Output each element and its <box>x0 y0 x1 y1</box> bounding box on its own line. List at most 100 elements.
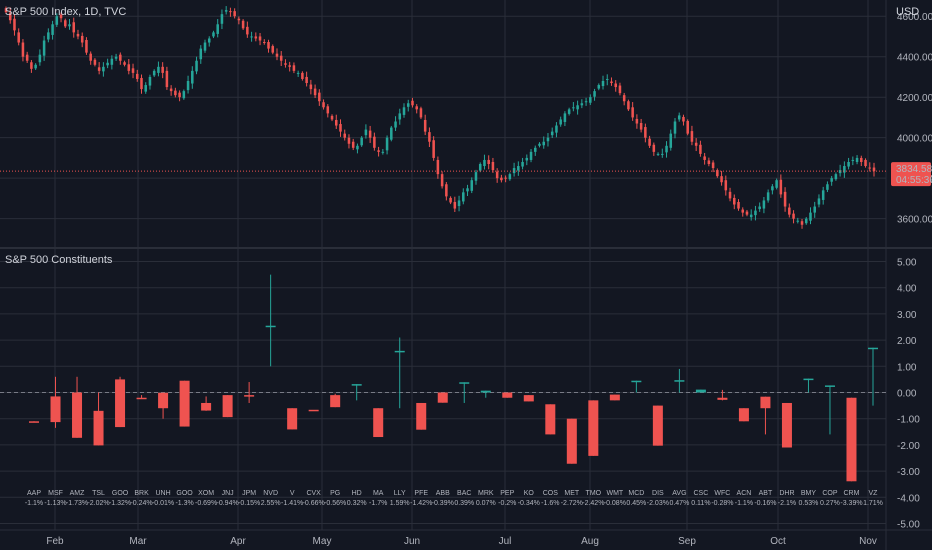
price-candle <box>339 124 342 132</box>
constituent-change-label: -0.15% <box>238 500 260 507</box>
price-candle <box>707 160 711 165</box>
constituent-ticker-label: JNJ <box>222 490 234 497</box>
constituent-ticker-label: COS <box>543 490 559 497</box>
price-candle <box>186 80 190 91</box>
price-candle <box>102 66 105 72</box>
constituent-candle <box>308 409 319 412</box>
price-candle <box>38 54 42 63</box>
price-candle <box>474 172 478 181</box>
constituent-change-label: -1.1% <box>25 500 43 507</box>
price-candle <box>114 56 118 59</box>
constituent-change-label: -1.3% <box>175 500 193 507</box>
price-candle <box>195 60 198 72</box>
price-candle <box>601 80 605 87</box>
constituent-axis-tick: 5.00 <box>897 258 917 269</box>
price-candle <box>47 32 50 40</box>
price-candle <box>263 42 266 44</box>
price-candle <box>237 18 241 21</box>
price-candle <box>271 46 275 53</box>
price-candle <box>618 85 622 94</box>
price-candle <box>758 206 761 210</box>
price-candle <box>135 73 139 79</box>
time-axis-label: Jul <box>499 536 512 547</box>
price-candle <box>34 64 37 69</box>
price-candle <box>563 113 567 122</box>
constituent-axis-tick: -5.00 <box>897 519 920 530</box>
price-candle <box>737 201 740 209</box>
price-candle <box>783 191 787 207</box>
price-candle <box>330 115 334 120</box>
price-candle <box>597 85 601 89</box>
constituent-ticker-label: MA <box>373 490 384 497</box>
constituent-change-label: 0.45% <box>626 500 646 507</box>
constituent-change-label: 0.39% <box>454 500 474 507</box>
price-candle <box>627 101 630 110</box>
price-candle <box>356 145 359 150</box>
price-candle <box>555 125 558 133</box>
time-axis-label: Mar <box>129 536 147 547</box>
price-axis-tick: 4000.00 <box>897 134 932 145</box>
price-candle <box>178 92 181 98</box>
constituent-candle <box>803 378 814 381</box>
constituent-ticker-label: KO <box>524 490 535 497</box>
price-candle <box>682 116 685 122</box>
constituent-candle <box>652 405 663 446</box>
main-chart-title[interactable]: S&P 500 Index, 1D, TVC <box>5 6 127 18</box>
time-axis-label: Aug <box>581 536 599 547</box>
constituent-change-label: -1.32% <box>109 500 131 507</box>
constituent-ticker-label: BRK <box>134 490 149 497</box>
price-candle <box>296 72 300 74</box>
constituent-axis-tick: 3.00 <box>897 310 917 321</box>
price-candle <box>428 132 431 142</box>
constituent-change-label: -0.2% <box>498 500 516 507</box>
constituent-candle <box>201 402 212 411</box>
price-candle <box>233 11 236 17</box>
price-candle <box>449 197 452 203</box>
price-candle <box>716 170 719 177</box>
price-candle <box>644 127 647 138</box>
price-candle <box>174 90 177 96</box>
price-candle <box>326 106 330 114</box>
constituent-candle <box>523 395 534 402</box>
price-candle <box>817 198 821 205</box>
price-candle <box>13 18 16 31</box>
time-axis-label: Jun <box>404 536 420 547</box>
price-candle <box>288 65 291 67</box>
constituent-candle <box>760 396 771 409</box>
price-candle <box>322 102 325 108</box>
constituent-candle <box>717 397 728 400</box>
price-candle <box>478 164 482 171</box>
price-candle <box>212 32 215 37</box>
price-candle <box>360 137 363 146</box>
price-candle <box>847 161 850 167</box>
constituent-ticker-label: COP <box>822 490 838 497</box>
price-candle <box>550 131 554 136</box>
price-candle <box>373 136 376 148</box>
price-candle <box>656 153 660 155</box>
constituent-candle <box>437 392 448 403</box>
price-candle <box>508 174 512 180</box>
price-candle <box>402 107 406 115</box>
constituent-change-label: -3.39% <box>840 500 862 507</box>
constituent-candle <box>351 384 362 386</box>
price-candle <box>390 127 393 140</box>
price-candle <box>788 207 791 215</box>
price-candle <box>622 95 626 102</box>
constituent-candle <box>287 408 298 430</box>
price-candle <box>762 200 766 209</box>
constituent-candle <box>588 400 599 456</box>
constituent-change-label: -0.94% <box>217 500 239 507</box>
price-candle <box>415 106 418 110</box>
price-candle <box>821 190 825 200</box>
sub-chart-title[interactable]: S&P 500 Constituents <box>5 254 113 266</box>
price-candle <box>436 159 440 175</box>
price-candle <box>830 178 833 182</box>
price-candle <box>148 76 152 86</box>
constituent-change-label: -0.24% <box>130 500 152 507</box>
constituent-ticker-label: DHR <box>779 490 794 497</box>
constituent-axis-tick: 4.00 <box>897 284 917 295</box>
price-candle <box>229 11 232 13</box>
